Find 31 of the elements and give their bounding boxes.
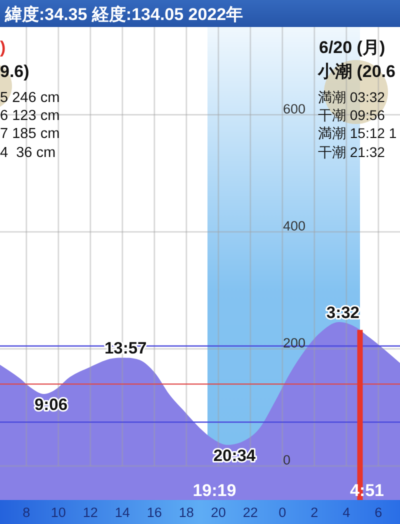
annotation: 9:06 — [34, 396, 68, 414]
x-tick-label: 4 — [342, 505, 351, 520]
chart-title: 緯度:34.35 経度:134.05 2022年 — [4, 5, 244, 24]
annotation: 5 246 cm — [0, 90, 60, 106]
x-tick-label: 8 — [22, 505, 30, 520]
x-tick-label: 16 — [146, 505, 162, 520]
annotation: 4 36 cm — [0, 145, 56, 161]
annotation: ) — [0, 38, 6, 57]
band-label: 19:19 — [192, 481, 236, 500]
annotation: 満潮 03:32 — [318, 89, 386, 105]
annotation: 7 185 cm — [0, 126, 60, 142]
x-tick-label: 20 — [210, 505, 226, 520]
x-tick-label: 22 — [242, 505, 258, 520]
annotation: 干潮 21:32 — [318, 144, 386, 160]
annotation: 干潮 09:56 — [318, 107, 386, 123]
y-tick-label: 600 — [283, 101, 306, 116]
y-tick-label: 0 — [283, 452, 291, 468]
annotation: 20:34 — [213, 446, 256, 465]
annotation: 3:32 — [326, 304, 360, 322]
x-tick-label: 18 — [178, 505, 194, 520]
y-tick-label: 400 — [283, 218, 306, 234]
x-tick-label: 10 — [50, 505, 66, 520]
annotation: 小潮 (20.6 — [317, 62, 396, 81]
x-tick-label: 14 — [114, 505, 130, 520]
annotation: 9.6) — [0, 62, 30, 81]
x-tick-label: 12 — [82, 505, 98, 520]
x-tick-label: 2 — [310, 505, 318, 520]
annotation: 6/20 (月) — [319, 38, 386, 57]
annotation: 満潮 15:12 1 — [318, 125, 397, 141]
x-tick-label: 6 — [374, 505, 382, 520]
annotation: 6 123 cm — [0, 108, 60, 124]
